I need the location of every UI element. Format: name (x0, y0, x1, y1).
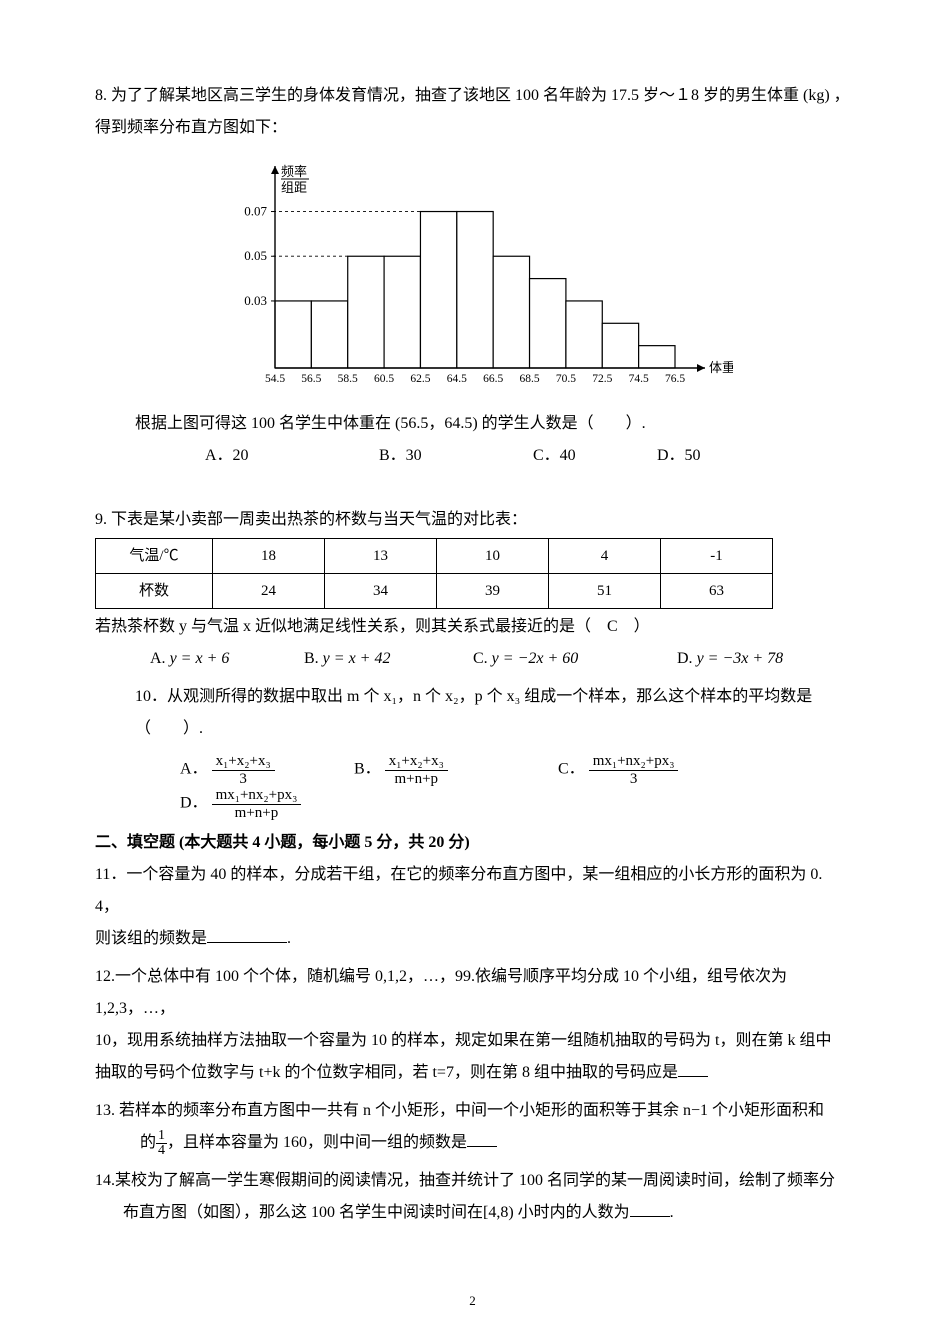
question-12: 12.一个总体中有 100 个个体，随机编号 0,1,2，…，99.依编号顺序平… (95, 961, 850, 1089)
q9-r1c5: -1 (661, 539, 773, 574)
svg-text:62.5: 62.5 (410, 373, 430, 385)
svg-text:54.5: 54.5 (264, 373, 284, 385)
q9-opt-c: C. y = −2x + 60 (473, 643, 673, 675)
svg-text:体重(kg): 体重(kg) (709, 360, 733, 375)
svg-text:76.5: 76.5 (664, 373, 684, 385)
q8-opt-c: C．40 (533, 440, 653, 472)
q9-opt-b: B. y = x + 42 (304, 643, 469, 675)
svg-text:0.07: 0.07 (244, 204, 267, 219)
q10-opt-b: B． x₁+x₂+x₃m+n+p (354, 753, 554, 787)
q11-line2: 则该组的频数是. (95, 923, 850, 955)
question-14: 14.某校为了解高一学生寒假期间的阅读情况，抽查并统计了 100 名同学的某一周… (95, 1165, 850, 1229)
q10-opt-d: D． mx₁+nx₂+px₃m+n+p (180, 787, 301, 821)
q9-row1-header: 气温/℃ (96, 539, 213, 574)
svg-text:58.5: 58.5 (337, 373, 357, 385)
q8-opt-a: A．20 (205, 440, 375, 472)
q10-options: A． x₁+x₂+x₃3 B． x₁+x₂+x₃m+n+p C． mx₁+nx₂… (95, 753, 850, 821)
section-2-title: 二、填空题 (本大题共 4 小题，每小题 5 分，共 20 分) (95, 827, 850, 859)
q9-lead: 9. 下表是某小卖部一周卖出热茶的杯数与当天气温的对比表： (95, 504, 850, 536)
q9-row2-header: 杯数 (96, 574, 213, 609)
q9-tail: 若热茶杯数 y 与气温 x 近似地满足线性关系，则其关系式最接近的是（ C ） (95, 611, 850, 643)
svg-text:60.5: 60.5 (374, 373, 394, 385)
q12-line3: 抽取的号码个位数字与 t+k 的个位数字相同，若 t=7，则在第 8 组中抽取的… (95, 1057, 850, 1089)
q8-line1: 8. 为了了解某地区高三学生的身体发育情况，抽查了该地区 100 名年龄为 17… (95, 80, 850, 112)
question-8: 8. 为了了解某地区高三学生的身体发育情况，抽查了该地区 100 名年龄为 17… (95, 80, 850, 472)
svg-text:74.5: 74.5 (628, 373, 648, 385)
q8-opt-b: B．30 (379, 440, 529, 472)
q9-r2c5: 63 (661, 574, 773, 609)
svg-text:64.5: 64.5 (446, 373, 466, 385)
svg-text:频率: 频率 (281, 164, 307, 179)
q8-opt-d: D．50 (657, 440, 701, 472)
q9-r2c1: 24 (213, 574, 325, 609)
svg-text:组距: 组距 (281, 180, 307, 195)
q9-r1c3: 10 (437, 539, 549, 574)
q14-line1: 14.某校为了解高一学生寒假期间的阅读情况，抽查并统计了 100 名同学的某一周… (95, 1165, 850, 1197)
question-9: 9. 下表是某小卖部一周卖出热茶的杯数与当天气温的对比表： 气温/℃ 18 13… (95, 504, 850, 675)
q9-r2c4: 51 (549, 574, 661, 609)
question-11: 11．一个容量为 40 的样本，分成若干组，在它的频率分布直方图中，某一组相应的… (95, 859, 850, 955)
q13-line1: 13. 若样本的频率分布直方图中一共有 n 个小矩形，中间一个小矩形的面积等于其… (95, 1095, 850, 1127)
svg-text:66.5: 66.5 (483, 373, 503, 385)
q12-line2: 10，现用系统抽样方法抽取一个容量为 10 的样本，规定如果在第一组随机抽取的号… (95, 1025, 850, 1057)
q14-line2: 布直方图（如图），那么这 100 名学生中阅读时间在[4,8) 小时内的人数为. (95, 1197, 850, 1229)
q9-opt-a: A. y = x + 6 (150, 643, 300, 675)
q9-r1c2: 13 (325, 539, 437, 574)
svg-text:68.5: 68.5 (519, 373, 539, 385)
question-13: 13. 若样本的频率分布直方图中一共有 n 个小矩形，中间一个小矩形的面积等于其… (95, 1095, 850, 1159)
table-row: 气温/℃ 18 13 10 4 -1 (96, 539, 773, 574)
q9-r2c3: 39 (437, 574, 549, 609)
q8-histogram: 0.03 0.05 0.07 54.5 56.5 58.5 60.5 62.5 64.5 66.5… (213, 150, 733, 400)
page-number: 2 (469, 1293, 476, 1309)
svg-text:0.05: 0.05 (244, 248, 267, 263)
svg-text:0.03: 0.03 (244, 293, 267, 308)
q8-conclusion: 根据上图可得这 100 名学生中体重在 (56.5，64.5) 的学生人数是（ … (95, 408, 850, 440)
q9-r2c2: 34 (325, 574, 437, 609)
q9-opt-d: D. y = −3x + 78 (677, 643, 783, 675)
q9-r1c4: 4 (549, 539, 661, 574)
q9-options: A. y = x + 6 B. y = x + 42 C. y = −2x + … (95, 643, 850, 675)
q10-opt-c: C． mx₁+nx₂+px₃3 (558, 753, 753, 787)
q12-line1: 12.一个总体中有 100 个个体，随机编号 0,1,2，…，99.依编号顺序平… (95, 961, 850, 1025)
table-row: 杯数 24 34 39 51 63 (96, 574, 773, 609)
q10-text: 10．从观测所得的数据中取出 m 个 x₁，n 个 x₂，p 个 x₃ 组成一个… (95, 681, 850, 745)
q10-opt-a: A． x₁+x₂+x₃3 (180, 753, 350, 787)
svg-text:72.5: 72.5 (592, 373, 612, 385)
svg-text:70.5: 70.5 (555, 373, 575, 385)
q9-table: 气温/℃ 18 13 10 4 -1 杯数 24 34 39 51 63 (95, 538, 773, 609)
q8-line2: 得到频率分布直方图如下： (95, 112, 850, 144)
q8-options: A．20 B．30 C．40 D．50 (95, 440, 850, 472)
svg-text:56.5: 56.5 (301, 373, 321, 385)
q9-r1c1: 18 (213, 539, 325, 574)
q11-line1: 11．一个容量为 40 的样本，分成若干组，在它的频率分布直方图中，某一组相应的… (95, 859, 850, 923)
question-10: 10．从观测所得的数据中取出 m 个 x₁，n 个 x₂，p 个 x₃ 组成一个… (95, 681, 850, 821)
q13-line2: 的14，且样本容量为 160，则中间一组的频数是 (95, 1127, 850, 1159)
